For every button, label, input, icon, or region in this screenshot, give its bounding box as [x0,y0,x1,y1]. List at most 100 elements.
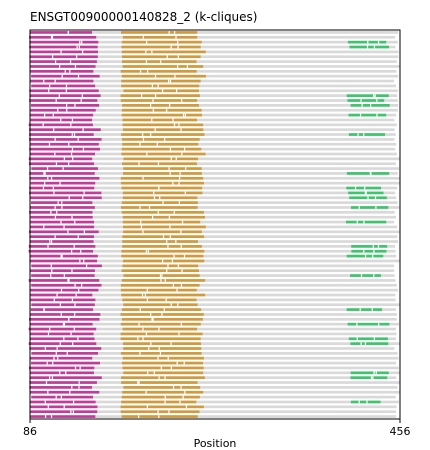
row-gap [55,395,57,399]
row-gap [158,347,160,350]
row-block-gold [123,303,198,307]
row-block-gold [120,337,201,341]
row-gap [78,45,80,49]
row-block-gold [121,74,206,78]
row-gap [63,337,65,341]
alignment-row [30,361,397,365]
row-gap [82,147,85,151]
row-block-green [346,308,383,311]
row-gap [177,40,179,44]
row-gap [356,337,358,341]
row-gap [166,269,168,273]
row-gap [63,274,65,277]
row-gap [79,259,81,263]
alignment-row [30,65,400,68]
row-gap [363,220,365,224]
row-block-gold [120,69,197,73]
row-block-gold [121,381,198,384]
row-gap [68,279,70,282]
row-gap [141,94,143,97]
row-block-gold [121,40,202,44]
row-background-segment [31,376,397,380]
row-block-magenta [30,371,94,375]
row-gap [180,386,182,389]
row-background-segment [31,415,397,418]
row-gap [83,191,85,195]
alignment-row [29,240,399,243]
row-block-gold [122,366,204,370]
row-gap [77,138,79,141]
row-gap [60,313,62,316]
row-block-gold [121,308,202,311]
alignment-row [28,162,396,166]
row-block-magenta [29,133,94,136]
row-gap [175,157,177,161]
row-gap [63,157,65,161]
row-gap [147,69,149,73]
row-gap [373,45,376,49]
alignment-row [29,50,399,54]
row-gap [145,60,148,63]
row-gap [375,206,377,209]
row-gap [59,65,61,68]
row-block-magenta [30,206,95,209]
row-block-gold [121,152,206,156]
row-gap [166,240,168,243]
row-gap [180,322,182,326]
row-gap [50,415,53,418]
row-gap [180,230,182,234]
alignment-row [30,371,400,375]
row-gap [50,211,52,214]
alignment-row [29,94,398,97]
row-gap [62,322,65,326]
row-gap [70,332,72,336]
row-background-segment [31,128,395,132]
row-gap [161,274,163,277]
row-background-segment [30,235,398,238]
row-gap [157,162,160,166]
row-gap [158,415,160,418]
alignment-row [30,225,398,229]
row-gap [179,172,181,175]
row-gap [62,167,64,170]
row-block-green [350,206,389,209]
row-block-gold [121,50,206,54]
row-gap [61,74,63,78]
row-gap [164,376,166,380]
row-block-magenta [29,298,96,302]
row-background-segment [31,152,397,156]
row-block-magenta [30,69,94,73]
row-block-gold [122,390,204,394]
row-block-magenta [29,240,94,243]
row-gap [172,181,174,185]
row-gap [56,293,58,297]
row-gap [45,381,48,384]
row-gap [42,186,45,190]
row-block-magenta [29,128,101,132]
row-gap [44,172,46,175]
row-block-green [346,220,387,224]
row-gap [70,152,73,156]
alignment-row [29,298,396,302]
row-gap [50,264,52,268]
row-gap [164,138,166,141]
row-gap [49,376,51,380]
row-gap [60,288,63,292]
row-gap [82,128,84,132]
row-block-magenta [29,147,101,151]
row-background-segment [30,55,399,59]
row-block-green [351,249,387,253]
row-gap [47,405,49,409]
row-gap [181,269,183,273]
alignment-row [28,327,396,331]
row-gap [49,327,51,331]
row-gap [59,342,61,345]
row-gap [51,55,54,59]
row-gap [185,167,187,170]
row-gap [55,99,57,102]
row-gap [46,361,48,365]
row-gap [60,118,62,122]
row-block-gold [120,332,203,336]
alignment-row [29,259,400,263]
